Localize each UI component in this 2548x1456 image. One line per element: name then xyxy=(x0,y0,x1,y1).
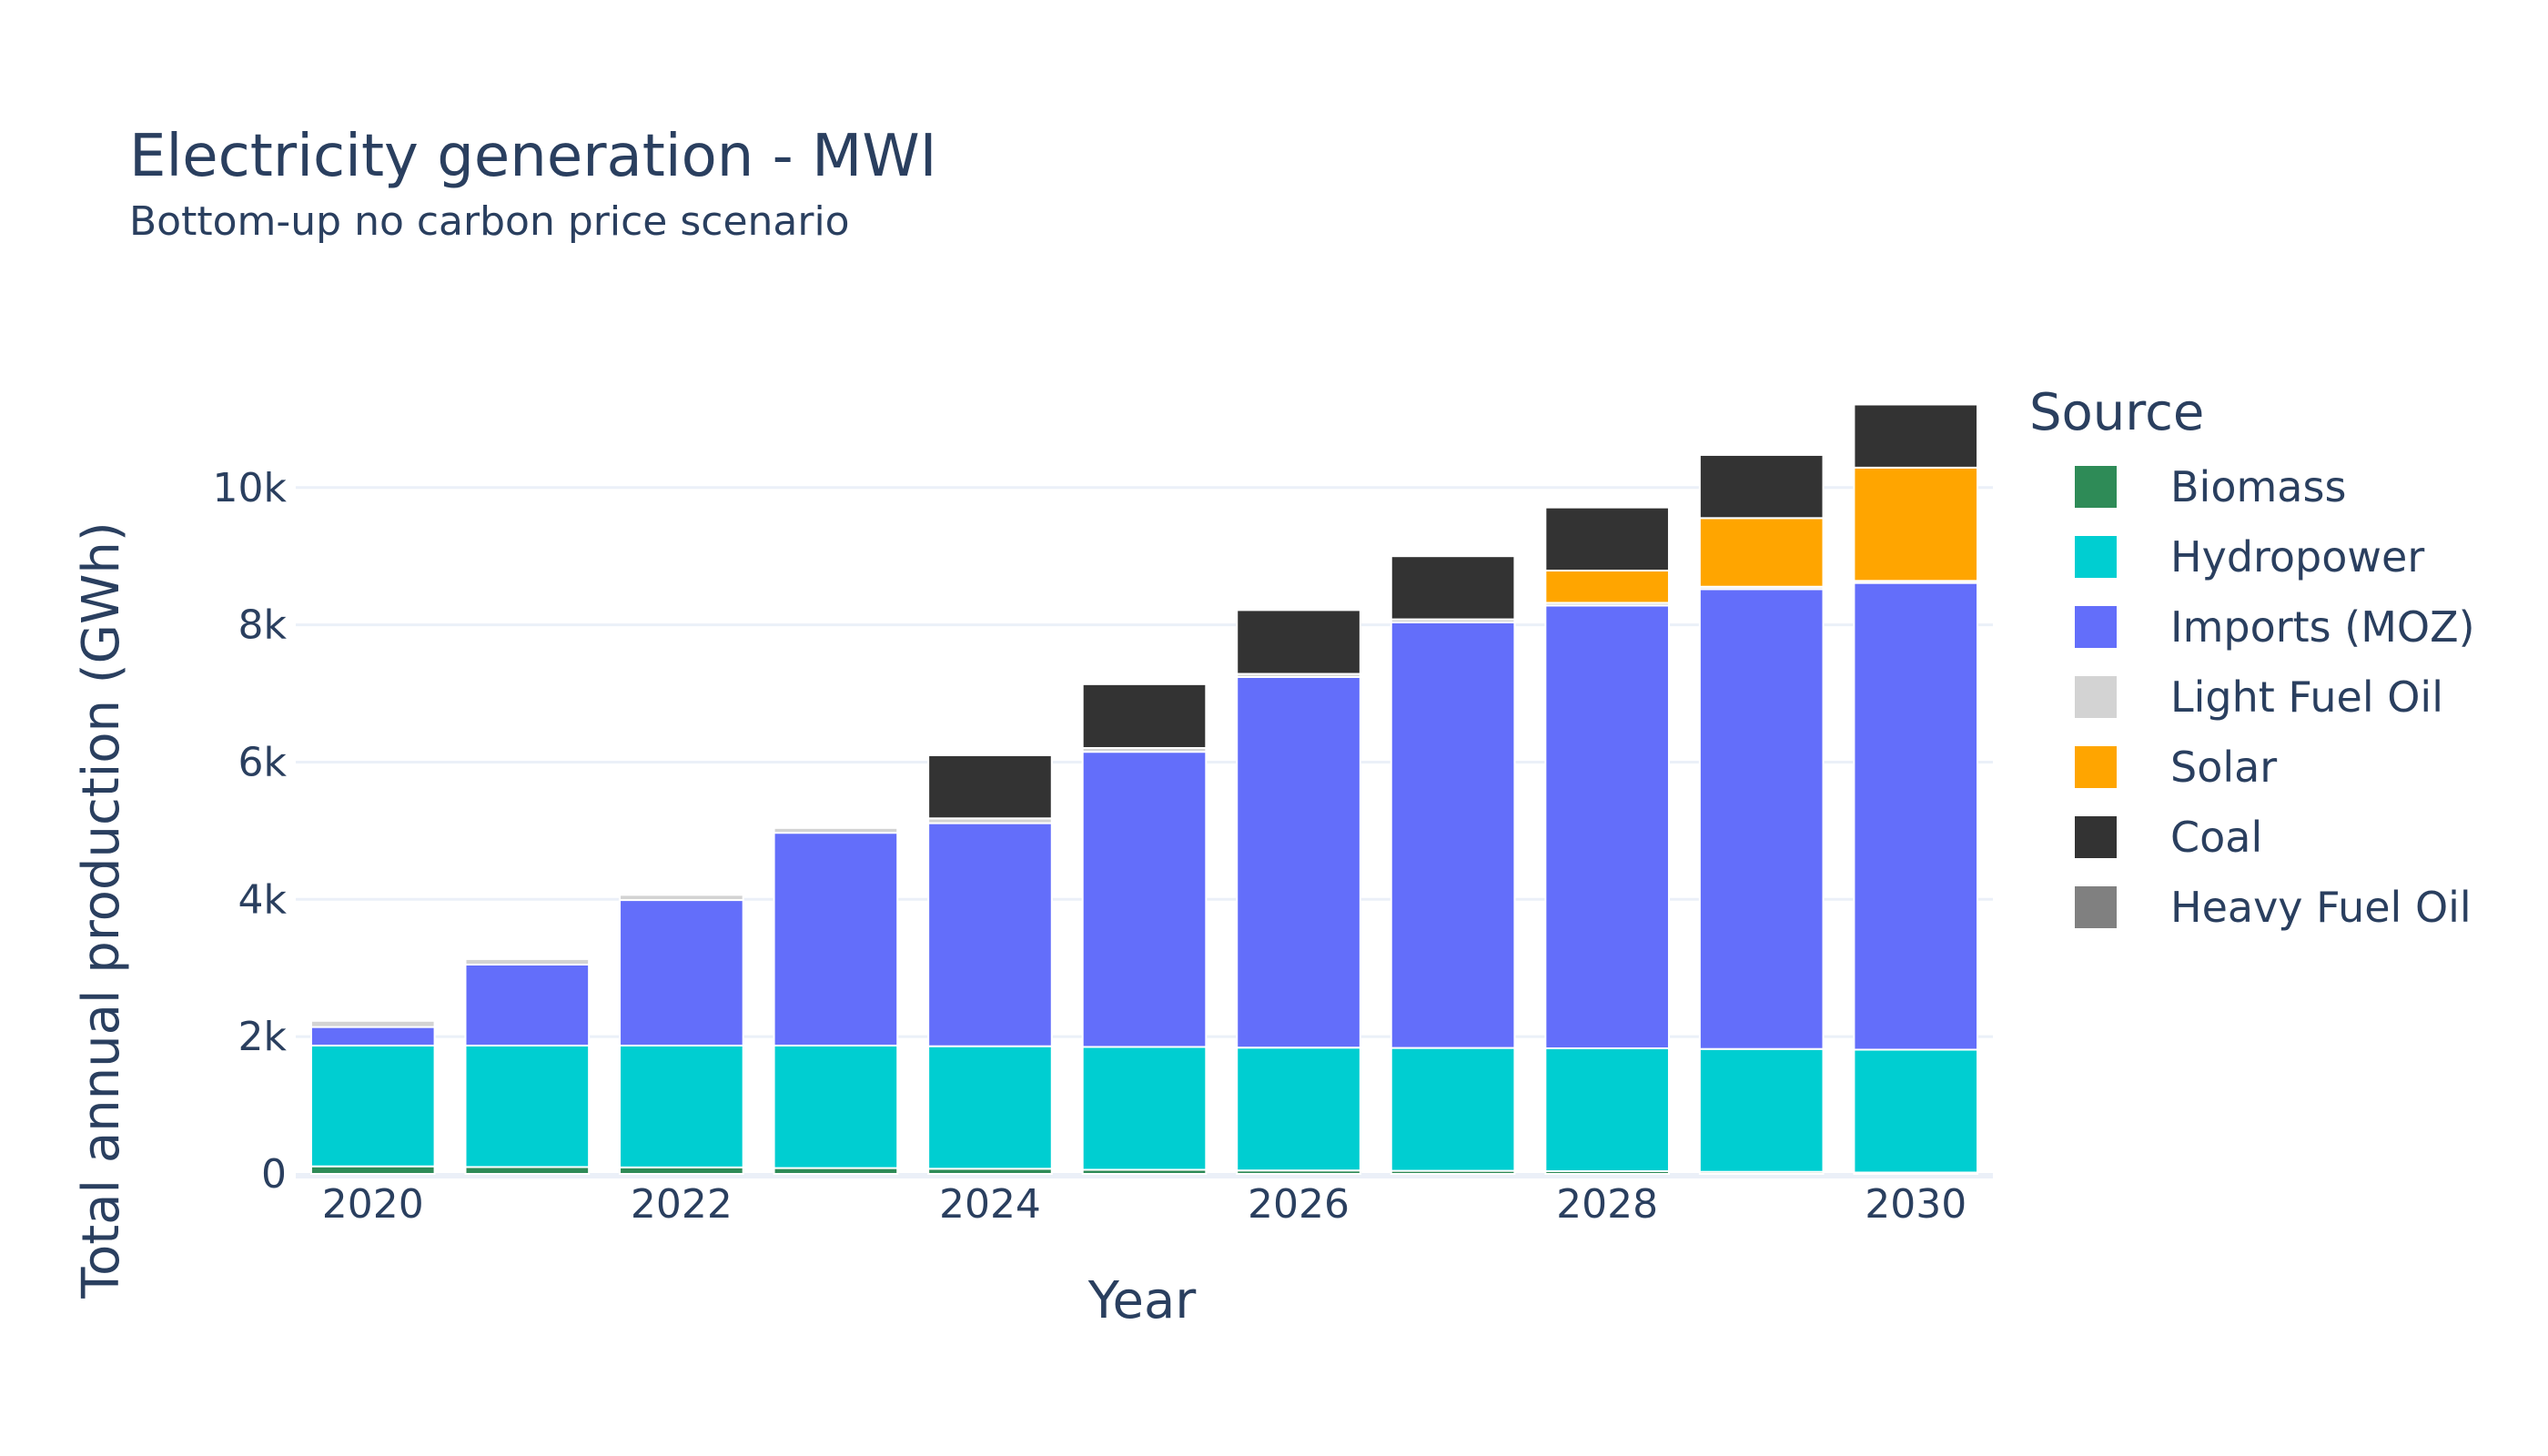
bar-segment xyxy=(1390,1046,1516,1172)
y-tick-label: 10k xyxy=(213,465,288,511)
bar-segment xyxy=(309,1019,436,1028)
bar-segment xyxy=(1236,609,1361,675)
legend-item-label[interactable]: Solar xyxy=(2170,743,2277,792)
bar-segment xyxy=(619,1166,744,1175)
y-tick-label: 8k xyxy=(238,602,288,649)
legend: Source Biomass Hydropower Imports (MOZ) Ligh… xyxy=(2029,383,2475,932)
bar-segment xyxy=(464,1166,591,1176)
x-tick-label: 2030 xyxy=(1865,1181,1967,1228)
bar-segment xyxy=(1081,682,1208,749)
legend-swatch[interactable] xyxy=(2075,676,2117,718)
legend-title: Source xyxy=(2029,383,2204,442)
bar-segment xyxy=(1390,621,1516,1049)
bar-segment xyxy=(927,1045,1053,1170)
y-tick-label: 4k xyxy=(238,876,288,923)
bar-segment xyxy=(1236,675,1361,1049)
bar-segment xyxy=(1698,453,1825,520)
legend-item-label[interactable]: Coal xyxy=(2170,813,2262,862)
bar-segment xyxy=(309,1165,436,1175)
legend-item-label[interactable]: Biomass xyxy=(2170,462,2346,511)
bar-segment xyxy=(773,1044,899,1169)
bar-segment xyxy=(619,894,744,902)
x-tick-label: 2022 xyxy=(631,1181,733,1228)
bar-segment xyxy=(309,1026,436,1046)
bar-segment xyxy=(1853,581,1979,1051)
bar-segment xyxy=(1544,604,1670,1049)
bar-segment xyxy=(1853,466,1979,582)
bar-segment xyxy=(1698,1047,1825,1173)
bar-segment xyxy=(619,1044,744,1168)
bar-segment xyxy=(1081,1046,1208,1171)
bar-segment xyxy=(1544,1046,1670,1172)
legend-item-label[interactable]: Heavy Fuel Oil xyxy=(2170,883,2472,932)
bar-segment xyxy=(1081,751,1208,1048)
bar-segment xyxy=(619,899,744,1046)
bar-segment xyxy=(464,1044,591,1168)
bar-segment xyxy=(1698,517,1825,588)
bar-segment xyxy=(927,822,1053,1047)
bar-segment xyxy=(773,832,899,1046)
bar-segment xyxy=(1390,555,1516,621)
legend-swatch[interactable] xyxy=(2075,816,2117,858)
bar-segment xyxy=(1544,506,1670,572)
x-tick-label: 2024 xyxy=(939,1181,1041,1228)
bar-segment xyxy=(1853,403,1979,469)
legend-swatch[interactable] xyxy=(2075,606,2117,648)
y-tick-label: 6k xyxy=(238,739,288,785)
x-tick-label: 2020 xyxy=(322,1181,424,1228)
x-axis-title: Year xyxy=(1087,1271,1198,1330)
legend-item-label[interactable]: Light Fuel Oil xyxy=(2170,672,2443,722)
legend-item-label[interactable]: Hydropower xyxy=(2170,532,2424,581)
axes: 0 2k 4k 6k 8k 10k 2020 2022 2024 2026 2028 2030 xyxy=(213,465,1967,1228)
legend-swatch[interactable] xyxy=(2075,746,2117,788)
bar-segment xyxy=(464,957,591,966)
bar-segment xyxy=(927,753,1053,820)
chart-title: Electricity generation - MWI xyxy=(129,123,937,190)
legend-item-label[interactable]: Imports (MOZ) xyxy=(2170,602,2475,652)
legend-swatch[interactable] xyxy=(2075,466,2117,508)
x-tick-label: 2026 xyxy=(1248,1181,1350,1228)
bar-segment xyxy=(309,1044,436,1168)
x-tick-label: 2028 xyxy=(1556,1181,1658,1228)
y-tick-label: 2k xyxy=(238,1014,288,1060)
bars xyxy=(309,403,1979,1176)
bar-segment xyxy=(464,963,591,1046)
y-tick-label: 0 xyxy=(261,1151,287,1198)
bar-segment xyxy=(773,826,899,834)
y-axis-title: Total annual production (GWh) xyxy=(72,521,131,1299)
legend-swatch[interactable] xyxy=(2075,886,2117,928)
legend-swatch[interactable] xyxy=(2075,536,2117,578)
bar-segment xyxy=(1853,1048,1979,1174)
chart-subtitle: Bottom-up no carbon price scenario xyxy=(129,198,850,245)
bar-segment xyxy=(1698,588,1825,1050)
bar-segment xyxy=(1544,570,1670,604)
bar-segment xyxy=(1236,1046,1361,1172)
